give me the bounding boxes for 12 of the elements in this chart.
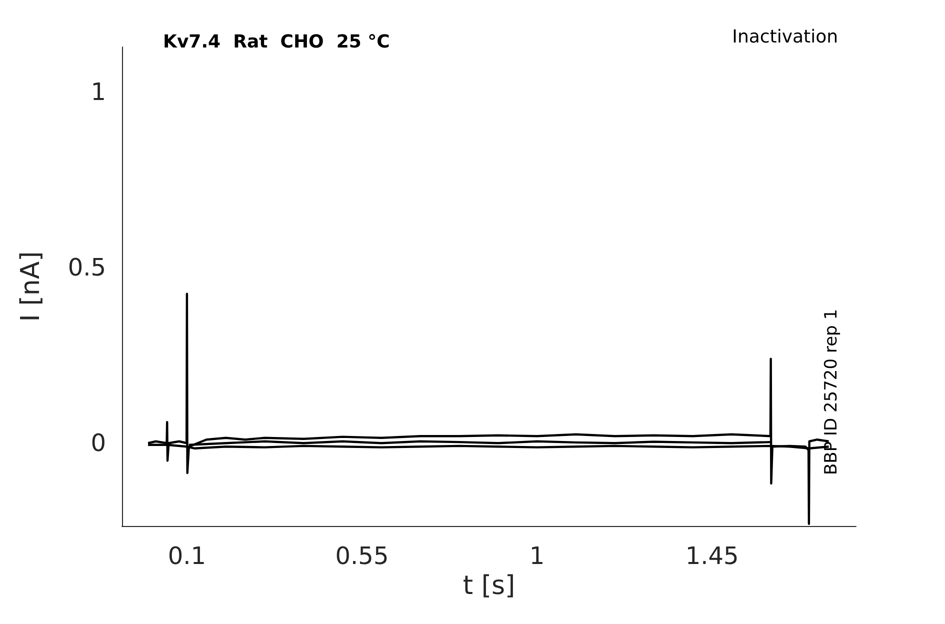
- y-tick-label: 0: [90, 429, 106, 458]
- y-axis-title: I [nA]: [16, 251, 46, 322]
- y-tick-label: 0.5: [68, 254, 106, 282]
- annotation: BBP ID 25720 rep 1: [822, 308, 842, 475]
- x-tick-label: 1: [529, 542, 545, 570]
- x-tick-label: 0.1: [168, 542, 206, 570]
- x-tick-label: 1.45: [685, 542, 739, 570]
- annotation: Inactivation: [732, 26, 838, 48]
- chart-title: Kv7.4 Rat CHO 25 °C: [163, 32, 390, 52]
- x-axis-title: t [s]: [462, 570, 516, 601]
- x-tick-label: 0.55: [335, 542, 389, 570]
- y-tick-label: 1: [90, 78, 106, 106]
